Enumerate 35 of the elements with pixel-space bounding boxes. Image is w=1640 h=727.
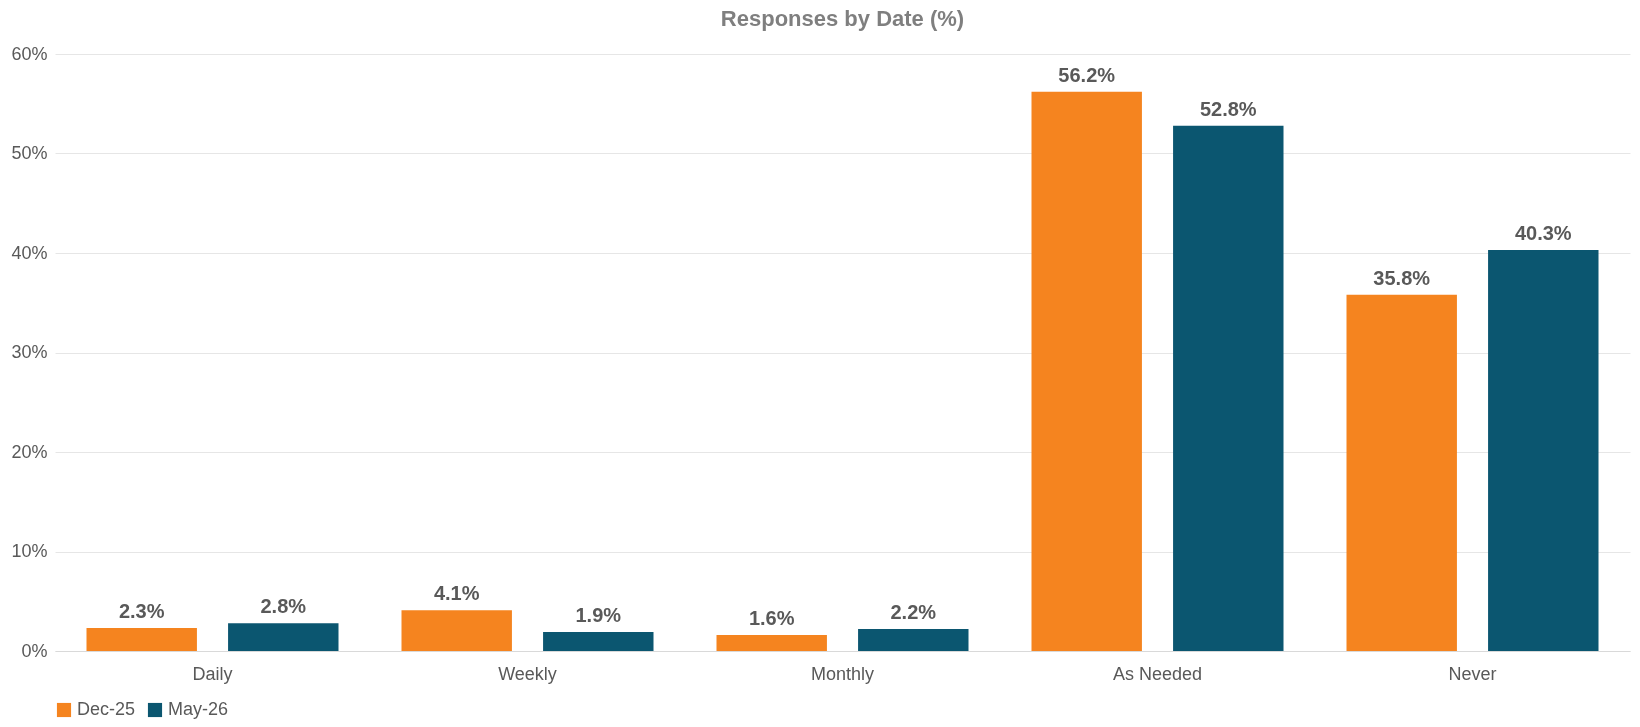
y-tick-label: 40% [11,242,48,263]
bar [543,632,654,651]
bar [401,610,512,651]
legend-label: Dec-25 [77,699,136,719]
y-tick-label: 20% [11,441,48,462]
y-tick-label: 0% [21,640,48,661]
bar [1346,294,1457,651]
y-tick-label: 50% [11,143,48,163]
data-label: 52.8% [1199,97,1257,120]
data-label: 2.8% [260,595,307,618]
data-label: 56.2% [1058,63,1116,86]
y-tick-label: 10% [11,541,48,561]
data-label: 2.3% [118,600,165,623]
x-tick-label: Never [1448,663,1497,684]
bar [1031,91,1142,651]
x-tick-label: Monthly [810,663,875,684]
data-label: 2.2% [890,601,937,624]
bar [1488,250,1599,651]
y-tick-label: 30% [11,342,48,362]
bar [858,629,969,651]
bar [86,628,197,651]
bar [716,635,827,651]
y-tick-label: 60% [11,43,48,64]
data-label: 35.8% [1373,266,1431,289]
legend-label: May-26 [168,699,229,719]
x-tick-label: Daily [192,663,233,684]
x-tick-label: As Needed [1112,663,1203,684]
bar [228,623,339,651]
chart-title: Responses by Date (%) [720,6,965,31]
x-tick-label: Weekly [498,663,557,684]
data-label: 1.9% [575,604,622,627]
data-label: 1.6% [748,607,795,630]
bar [1173,125,1284,651]
data-label: 40.3% [1514,222,1572,245]
data-label: 4.1% [433,582,480,605]
